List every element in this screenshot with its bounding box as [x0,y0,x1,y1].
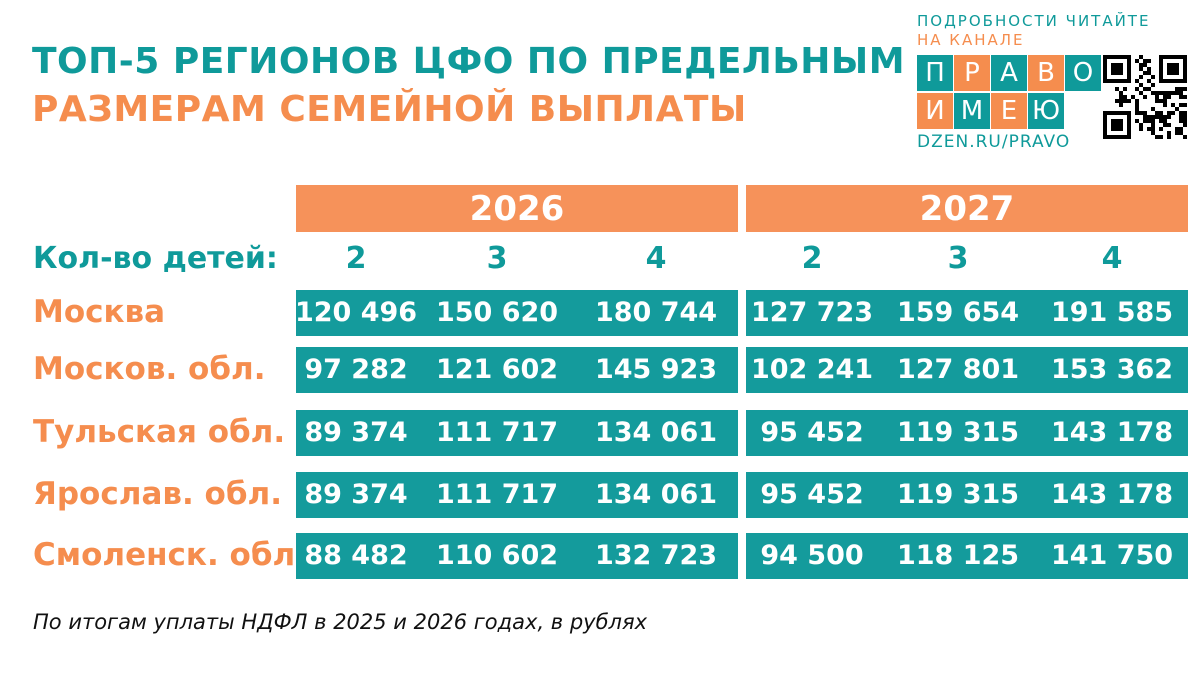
children-count-2026-col-0: 2 [345,241,367,276]
table-cell: 110 602 [435,540,559,571]
value-bar-2027 [746,533,1188,579]
value-bar-2026 [296,533,738,579]
table-cell: 127 723 [750,297,874,328]
table-cell: 150 620 [435,297,559,328]
region-label: Тульская обл. [33,414,286,450]
value-bar-2026 [296,410,738,456]
brand-logo-letter: М [954,93,990,129]
brand-logo-letter: Е [991,93,1027,129]
value-bar-2027 [746,290,1188,336]
brand-url-link[interactable]: DZEN.RU/PRAVO [917,132,1071,152]
brand-logo-letter: В [1028,55,1064,91]
table-cell: 134 061 [594,479,718,510]
table-cell: 119 315 [896,479,1020,510]
children-count-2027-col-1: 3 [947,241,969,276]
children-count-label: Кол-во детей: [33,241,278,276]
brand-cta-line-1: ПОДРОБНОСТИ ЧИТАЙТЕ [917,12,1151,30]
brand-logo-letter: А [991,55,1027,91]
value-bar-2027 [746,347,1188,393]
table-cell: 88 482 [304,540,408,571]
table-cell: 118 125 [896,540,1020,571]
table-cell: 191 585 [1050,297,1174,328]
qr-code-icon[interactable] [1103,55,1187,139]
value-bar-2026 [296,472,738,518]
children-count-2026-col-1: 3 [486,241,508,276]
value-bar-2027 [746,472,1188,518]
brand-logo-letter: Ю [1028,93,1064,129]
brand-cta-line-2: НА КАНАЛЕ [917,31,1025,49]
table-cell: 143 178 [1050,417,1174,448]
children-count-2027-col-0: 2 [801,241,823,276]
table-cell: 102 241 [750,354,874,385]
value-bar-2027 [746,410,1188,456]
table-cell: 153 362 [1050,354,1174,385]
brand-logo-letter: О [1065,55,1101,91]
brand-logo-letter: Р [954,55,990,91]
footnote: По итогам уплаты НДФЛ в 2025 и 2026 года… [33,610,648,634]
table-cell: 180 744 [594,297,718,328]
year-header-2027: 2027 [746,185,1188,232]
page-title-line-2: РАЗМЕРАМ СЕМЕЙНОЙ ВЫПЛАТЫ [32,89,747,130]
table-cell: 120 496 [294,297,418,328]
table-cell: 111 717 [435,479,559,510]
brand-logo-letter: П [917,55,953,91]
brand-call-to-action: ПОДРОБНОСТИ ЧИТАЙТЕ НА КАНАЛЕ [917,12,1150,50]
table-cell: 127 801 [896,354,1020,385]
year-header-2026: 2026 [296,185,738,232]
table-cell: 145 923 [594,354,718,385]
region-label: Ярослав. обл. [33,476,282,512]
table-cell: 89 374 [304,417,408,448]
value-bar-2026 [296,290,738,336]
region-label: Смоленск. обл. [33,537,307,573]
table-cell: 111 717 [435,417,559,448]
children-count-2026-col-2: 4 [645,241,667,276]
brand-logo-letter: И [917,93,953,129]
table-cell: 97 282 [304,354,408,385]
table-cell: 121 602 [435,354,559,385]
table-cell: 95 452 [760,479,864,510]
table-cell: 141 750 [1050,540,1174,571]
table-cell: 134 061 [594,417,718,448]
page-title-line-1: ТОП-5 РЕГИОНОВ ЦФО ПО ПРЕДЕЛЬНЫМ [32,41,906,82]
table-cell: 94 500 [760,540,864,571]
value-bar-2026 [296,347,738,393]
table-cell: 132 723 [594,540,718,571]
table-cell: 95 452 [760,417,864,448]
table-cell: 159 654 [896,297,1020,328]
table-cell: 119 315 [896,417,1020,448]
table-cell: 89 374 [304,479,408,510]
children-count-2027-col-2: 4 [1101,241,1123,276]
table-cell: 143 178 [1050,479,1174,510]
region-label: Москов. обл. [33,351,266,387]
region-label: Москва [33,294,166,330]
